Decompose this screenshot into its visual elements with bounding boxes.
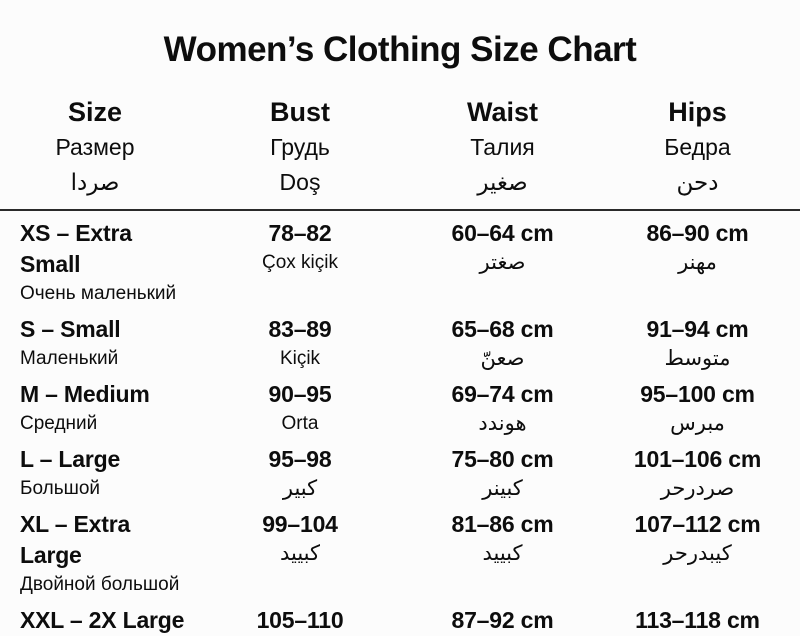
header-bust-local: Doş	[279, 169, 321, 195]
waist-note: كبييد	[482, 542, 523, 565]
cell-hips: 107–112 cm كيبدرحر	[595, 509, 800, 598]
size-label: L – Large	[20, 446, 121, 472]
hips-value: 107–112 cm	[634, 511, 761, 537]
size-label-ru: Двойной большой	[20, 574, 180, 595]
bust-note: كبييد	[279, 542, 321, 565]
hips-note: متوسط	[664, 347, 731, 370]
header-hips-ru: Бедра	[664, 134, 731, 160]
hips-note: صردرحر	[660, 477, 735, 500]
table-row-m: M – Medium Средний 90–95 Orta 69–74 cm ه…	[0, 372, 800, 437]
cell-hips: 91–94 cm متوسط	[595, 314, 800, 372]
cell-waist: 81–86 cm كبييد	[410, 509, 595, 598]
waist-value: 87–92 cm	[451, 607, 554, 633]
cell-waist: 69–74 cm هوندد	[410, 379, 595, 437]
header-waist-ru: Талия	[470, 134, 535, 160]
cell-size: L – Large Большой	[0, 444, 190, 502]
waist-value: 60–64 cm	[451, 220, 554, 246]
size-label: XL – Extra Large	[20, 511, 131, 568]
hips-value: 101–106 cm	[633, 446, 762, 472]
cell-size: XXL – 2X Large	[0, 605, 190, 636]
header-bust-ru: Грудь	[270, 134, 330, 160]
cell-bust: 83–89 Kiçik	[190, 314, 410, 372]
header-size-en: Size	[67, 97, 123, 127]
cell-waist: 60–64 cm صغتر	[410, 218, 595, 307]
column-header-hips: Hips Бедра دحن	[595, 94, 800, 201]
size-label: XS – Extra Small	[20, 220, 132, 277]
table-row-l: L – Large Большой 95–98 كبير 75–80 cm كب…	[0, 437, 800, 502]
bust-value: 78–82	[268, 220, 332, 246]
page-title: Women’s Clothing Size Chart	[163, 30, 637, 69]
bust-value: 105–110	[256, 607, 344, 633]
cell-waist: 87–92 cm	[410, 605, 595, 636]
bust-note: Kiçik	[279, 348, 321, 369]
header-hips-en: Hips	[668, 97, 727, 127]
column-header-size: Size Размер صردا	[0, 94, 190, 201]
table-header: Size Размер صردا Bust Грудь Doş Waist Та…	[0, 94, 800, 211]
size-label-ru: Средний	[20, 413, 98, 434]
bust-value: 95–98	[268, 446, 332, 472]
table-row-xs: XS – Extra Small Очень маленький 78–82 Ç…	[0, 211, 800, 307]
table-row-xxl: XXL – 2X Large 105–110 87–92 cm 113–118 …	[0, 598, 800, 636]
table-row-s: S – Small Маленький 83–89 Kiçik 65–68 cm…	[0, 307, 800, 372]
header-waist-en: Waist	[466, 97, 538, 127]
cell-hips: 101–106 cm صردرحر	[595, 444, 800, 502]
cell-waist: 65–68 cm صعنّ	[410, 314, 595, 372]
cell-size: S – Small Маленький	[0, 314, 190, 372]
header-size-ru: Размер	[55, 134, 135, 160]
column-header-waist: Waist Талия صغير	[410, 94, 595, 201]
hips-note: مهنر	[678, 251, 717, 274]
size-label-ru: Очень маленький	[20, 283, 177, 304]
size-label: M – Medium	[20, 381, 150, 407]
waist-value: 69–74 cm	[451, 381, 554, 407]
size-label: XXL – 2X Large	[20, 607, 185, 633]
waist-value: 65–68 cm	[451, 316, 554, 342]
cell-waist: 75–80 cm كبينر	[410, 444, 595, 502]
bust-value: 90–95	[268, 381, 332, 407]
cell-bust: 99–104 كبييد	[190, 509, 410, 598]
hips-value: 113–118 cm	[635, 607, 760, 633]
header-waist-local: صغير	[477, 169, 528, 195]
size-label: S – Small	[20, 316, 121, 342]
header-size-local: صردا	[70, 169, 120, 195]
cell-hips: 113–118 cm	[595, 605, 800, 636]
hips-value: 86–90 cm	[646, 220, 749, 246]
hips-value: 91–94 cm	[646, 316, 749, 342]
waist-value: 75–80 cm	[451, 446, 554, 472]
cell-bust: 78–82 Çox kiçik	[190, 218, 410, 307]
waist-note: صغتر	[479, 251, 526, 274]
header-bust-en: Bust	[270, 97, 330, 127]
cell-size: XL – Extra Large Двойной большой	[0, 509, 190, 598]
header-hips-local: دحن	[676, 169, 719, 195]
cell-bust: 95–98 كبير	[190, 444, 410, 502]
cell-hips: 86–90 cm مهنر	[595, 218, 800, 307]
size-label-ru: Маленький	[20, 348, 119, 369]
waist-note: هوندد	[478, 412, 527, 435]
waist-note: صعنّ	[480, 347, 525, 370]
column-header-bust: Bust Грудь Doş	[190, 94, 410, 201]
size-table: Size Размер صردا Bust Грудь Doş Waist Та…	[0, 94, 800, 636]
bust-note: Çox kiçik	[261, 252, 338, 273]
cell-hips: 95–100 cm مبرس	[595, 379, 800, 437]
bust-note: كبير	[282, 477, 318, 500]
size-label-ru: Большой	[20, 478, 101, 499]
waist-note: كبينر	[482, 477, 523, 500]
cell-bust: 105–110	[190, 605, 410, 636]
size-chart-page: Women’s Clothing Size Chart Size Размер …	[0, 30, 800, 636]
table-row-xl: XL – Extra Large Двойной большой 99–104 …	[0, 502, 800, 598]
cell-size: M – Medium Средний	[0, 379, 190, 437]
cell-size: XS – Extra Small Очень маленький	[0, 218, 190, 307]
hips-note: كيبدرحر	[663, 542, 732, 565]
hips-value: 95–100 cm	[640, 381, 755, 407]
bust-value: 99–104	[262, 511, 338, 537]
bust-note: Orta	[281, 413, 319, 434]
hips-note: مبرس	[670, 412, 725, 435]
cell-bust: 90–95 Orta	[190, 379, 410, 437]
waist-value: 81–86 cm	[451, 511, 554, 537]
bust-value: 83–89	[268, 316, 332, 342]
